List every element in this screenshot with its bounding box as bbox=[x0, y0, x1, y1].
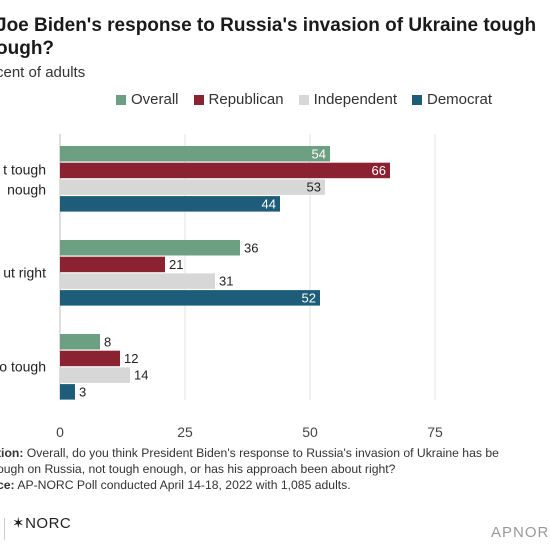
chart-notes: tion: Overall, do you think President Bi… bbox=[0, 445, 499, 493]
bar-independent-1 bbox=[60, 273, 215, 289]
bar-chart: 54 66 53 44 t tough nough 36 21 31 52 ut right 8 12 1… bbox=[0, 134, 443, 440]
x-tick-label-0: 0 bbox=[56, 424, 64, 440]
legend: Overall Republican Independent Democrat bbox=[116, 91, 492, 108]
value-label-overall-2: 8 bbox=[104, 334, 111, 349]
bar-overall-0 bbox=[60, 146, 330, 162]
question-text: Overall, do you think President Biden's … bbox=[23, 446, 499, 460]
bar-republican-1 bbox=[60, 256, 165, 273]
bar-independent-2 bbox=[60, 367, 130, 383]
footer: ✶NORC APNORC bbox=[0, 508, 550, 550]
legend-swatch-independent bbox=[298, 94, 309, 105]
legend-item-overall: Overall bbox=[116, 91, 179, 108]
legend-swatch-overall bbox=[116, 94, 126, 105]
category-label-0-1: nough bbox=[7, 181, 46, 197]
legend-item-democrat: Democrat bbox=[412, 91, 492, 108]
bar-overall-1 bbox=[60, 240, 240, 256]
value-label-democrat-2: 3 bbox=[79, 384, 86, 399]
legend-label-republican: Republican bbox=[208, 91, 284, 108]
category-label-1: ut right bbox=[3, 264, 46, 280]
question-note-continued: ough on Russia, not tough enough, or has… bbox=[0, 462, 396, 476]
chart-subtitle: cent of adults bbox=[0, 64, 86, 81]
x-tick-label-50: 50 bbox=[302, 424, 318, 440]
question-note: tion: Overall, do you think President Bi… bbox=[0, 445, 499, 461]
source-text: AP-NORC Poll conducted April 14-18, 2022… bbox=[14, 478, 351, 492]
bar-democrat-0 bbox=[60, 196, 280, 212]
value-label-democrat-0: 44 bbox=[262, 196, 276, 211]
value-label-overall-0: 54 bbox=[312, 146, 326, 161]
source-note: ce: AP-NORC Poll conducted April 14-18, … bbox=[0, 477, 499, 493]
x-tick-label-25: 25 bbox=[177, 424, 193, 440]
apnorc-logo: APNORC bbox=[491, 524, 550, 541]
value-label-overall-1: 36 bbox=[244, 240, 258, 255]
question-label: tion: bbox=[0, 446, 24, 460]
value-label-independent-0: 53 bbox=[307, 180, 321, 195]
chart-title: Joe Biden's response to Russia's invasio… bbox=[0, 15, 537, 59]
bar-democrat-2 bbox=[60, 384, 75, 400]
bar-republican-2 bbox=[60, 350, 120, 367]
legend-swatch-democrat bbox=[412, 94, 422, 105]
x-tick-label-75: 75 bbox=[427, 424, 443, 440]
category-label-2: o tough bbox=[0, 358, 46, 374]
value-label-republican-2: 12 bbox=[124, 351, 138, 366]
legend-swatch-republican bbox=[193, 94, 204, 105]
value-label-independent-2: 14 bbox=[134, 368, 148, 383]
footer-divider bbox=[4, 518, 5, 540]
norc-logo: ✶NORC bbox=[12, 515, 72, 532]
bar-overall-2 bbox=[60, 334, 100, 350]
bar-independent-0 bbox=[60, 179, 325, 195]
bar-republican-0 bbox=[60, 162, 390, 179]
value-label-independent-1: 31 bbox=[219, 274, 233, 289]
value-label-republican-0: 66 bbox=[372, 163, 386, 178]
legend-label-independent: Independent bbox=[313, 91, 397, 108]
legend-label-overall: Overall bbox=[131, 91, 179, 108]
legend-item-independent: Independent bbox=[298, 91, 397, 108]
value-label-republican-1: 21 bbox=[169, 257, 183, 272]
bar-democrat-1 bbox=[60, 290, 320, 306]
legend-label-democrat: Democrat bbox=[427, 91, 493, 108]
source-label: ce: bbox=[0, 478, 15, 492]
value-label-democrat-1: 52 bbox=[302, 290, 316, 305]
legend-item-republican: Republican bbox=[193, 91, 284, 108]
category-label-0-0: t tough bbox=[3, 161, 46, 177]
